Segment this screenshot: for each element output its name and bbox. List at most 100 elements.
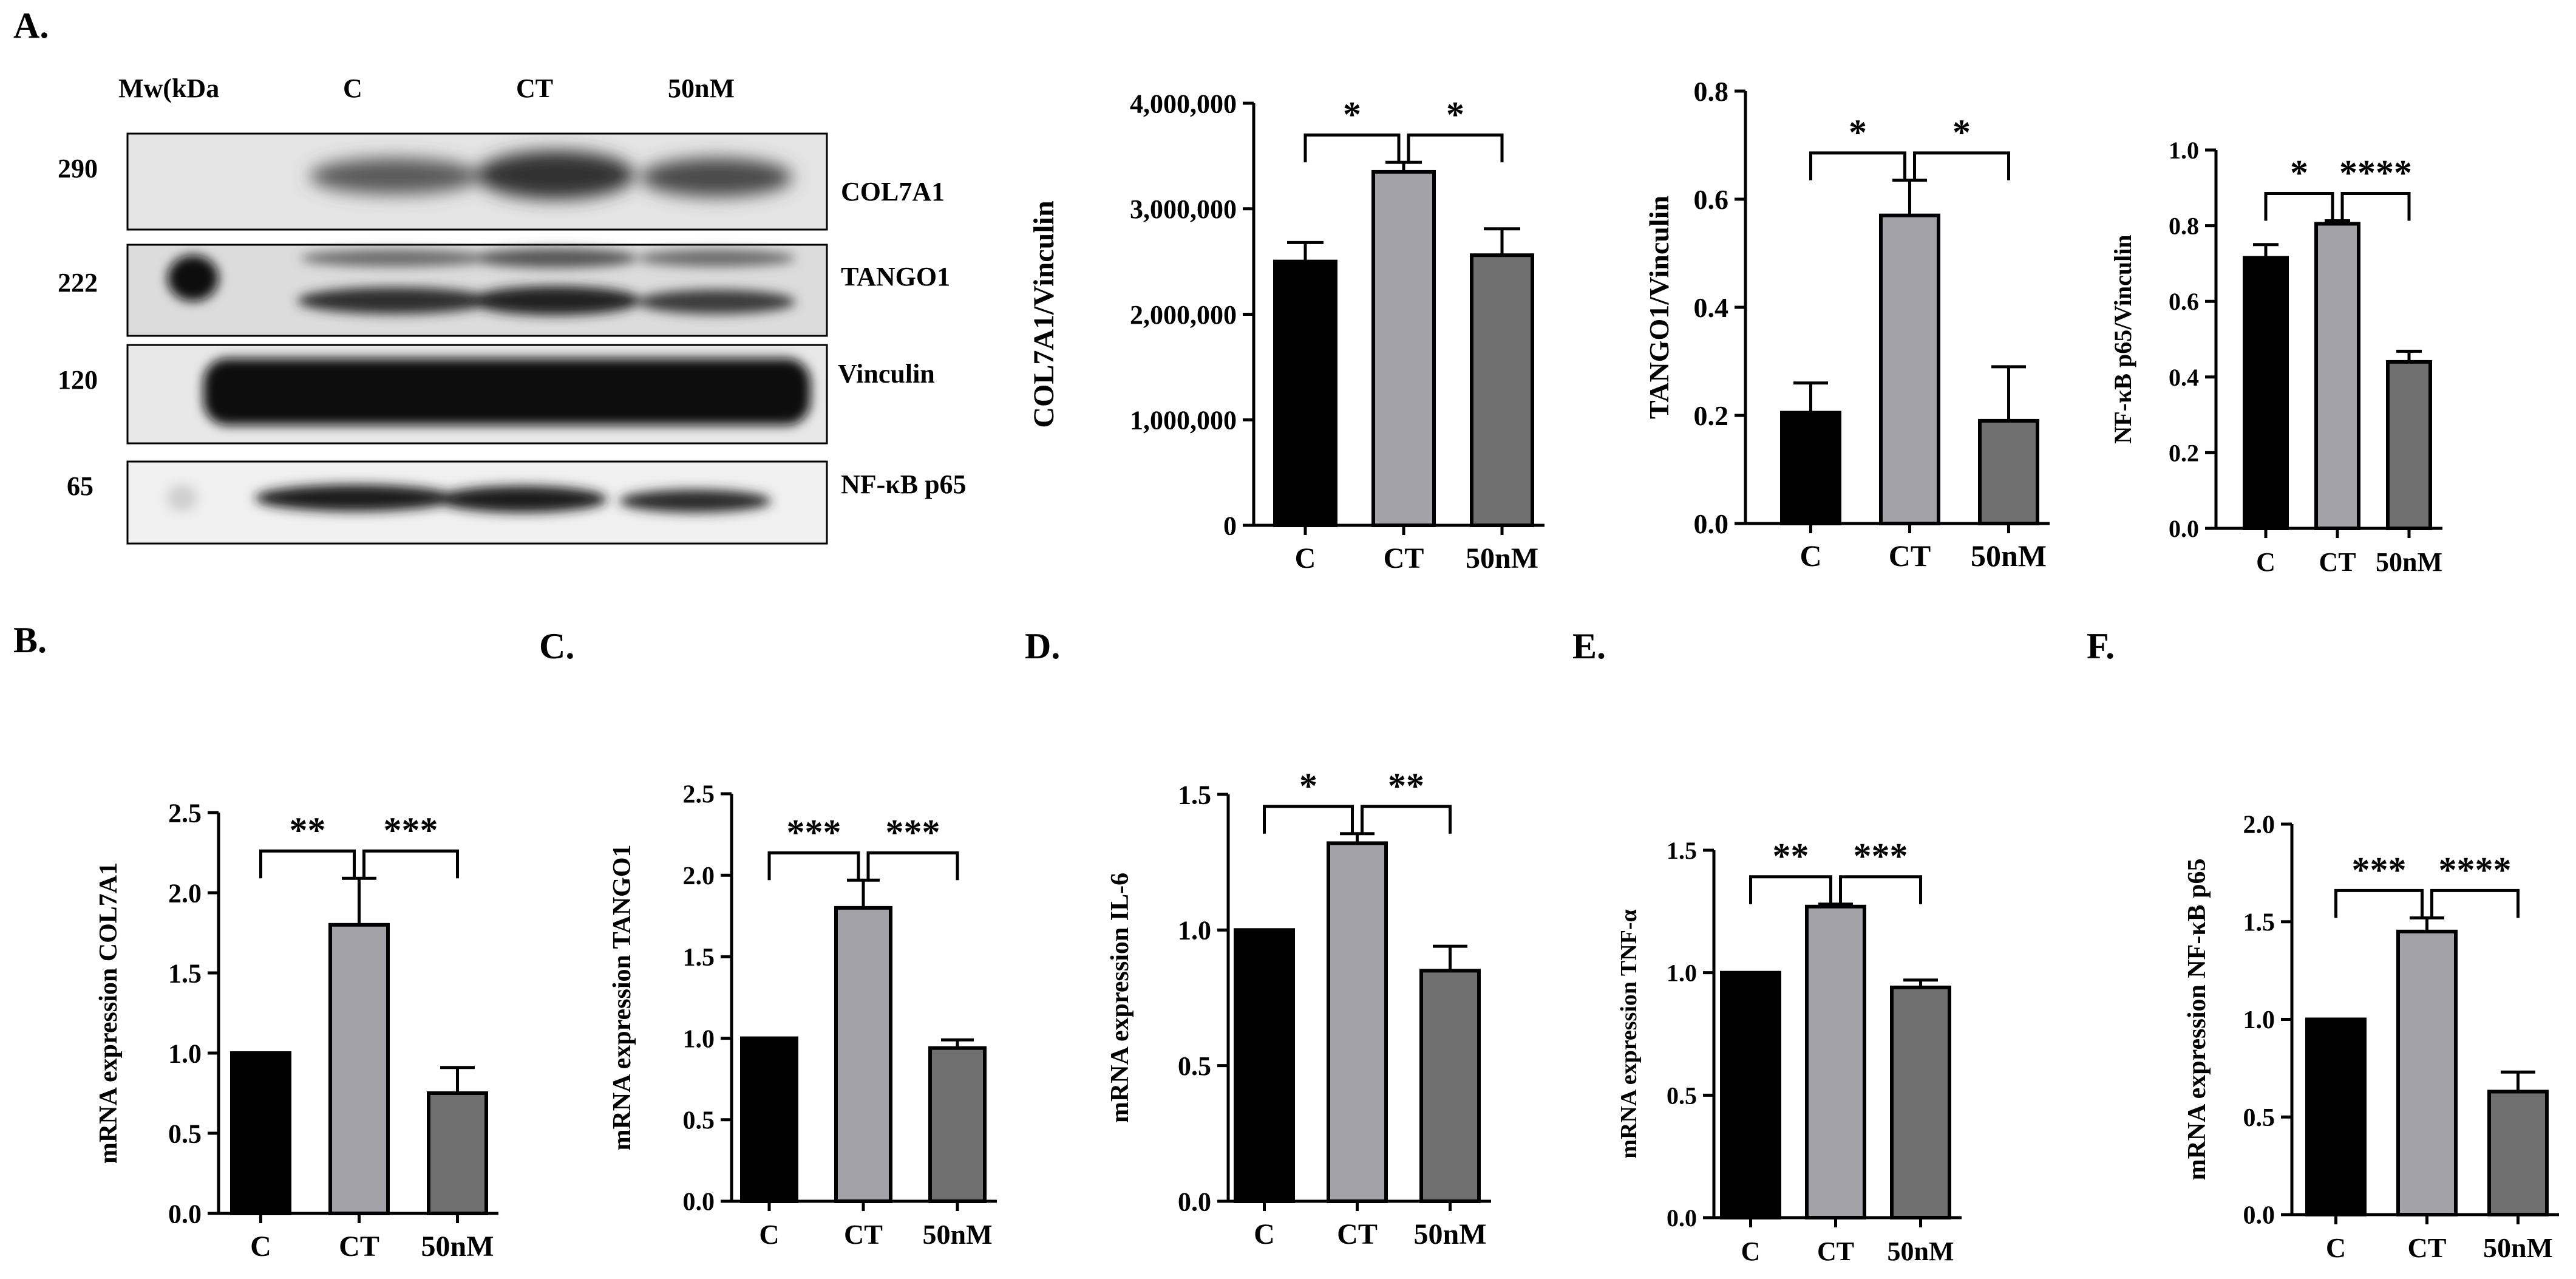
significance-bracket [2430, 888, 2520, 918]
bar [1419, 969, 1481, 1204]
bar [2386, 360, 2432, 530]
significance-label: ** [290, 810, 326, 850]
y-axis-label: mRNA expression IL-6 [1106, 873, 1134, 1123]
x-tick-label: C [250, 1230, 271, 1263]
y-tick-label: 0.0 [2243, 1202, 2275, 1230]
y-tick-label: 1.5 [683, 944, 715, 972]
significance-bracket [2264, 192, 2334, 221]
y-tick-label: 3,000,000 [1130, 194, 1237, 224]
significance-bracket [1263, 805, 1354, 834]
chart-d_il6: 0.0 0.5 1.0 1.5 mRNA expression IL-6 C CT 50nM *… [1106, 766, 1491, 1250]
significance-label: * [1849, 112, 1867, 152]
y-tick-label: 4,000,000 [1130, 89, 1237, 118]
significance-bracket [362, 849, 459, 879]
bar [834, 906, 892, 1203]
y-tick-label: 2.5 [683, 781, 715, 809]
significance-bracket [259, 849, 356, 879]
significance-bracket [1407, 133, 1504, 163]
significance-label: **** [2339, 153, 2412, 193]
significance-label: * [1952, 112, 1971, 152]
bar [2396, 929, 2458, 1216]
y-axis-label: mRNA expression NF-κB p65 [2183, 858, 2211, 1180]
significance-label: **** [2439, 850, 2512, 890]
y-tick-label: 0.2 [2169, 439, 2199, 466]
bar [1470, 253, 1534, 527]
x-tick-label: 50nM [2483, 1232, 2553, 1263]
y-tick-label: 1.0 [683, 1025, 715, 1053]
y-tick-label: 0.0 [1178, 1187, 1211, 1216]
bar [427, 1091, 488, 1215]
bar [1720, 970, 1781, 1219]
x-tick-label: CT [2319, 547, 2356, 577]
x-tick-label: CT [844, 1219, 883, 1250]
x-tick-label: CT [1384, 542, 1424, 575]
panel-letter-d: D. [1025, 626, 1061, 666]
x-tick-label: 50nM [1466, 542, 1538, 575]
y-axis-label: NF-κB p65/Vinculin [2109, 234, 2136, 443]
bar [1780, 411, 1841, 525]
y-tick-label: 0.5 [168, 1119, 202, 1148]
y-tick-label: 1.0 [2169, 137, 2199, 164]
significance-label: ** [1773, 836, 1809, 876]
y-tick-label: 0.6 [2169, 288, 2199, 315]
x-tick-label: 50nM [923, 1219, 993, 1250]
y-tick-label: 2.0 [168, 878, 202, 908]
x-tick-label: CT [339, 1230, 379, 1263]
chart-b_col7a1: 0.0 0.5 1.0 1.5 2.0 2.5 mRNA expression COL7A1… [95, 798, 498, 1263]
bar [2314, 222, 2360, 530]
y-tick-label: 0.4 [2169, 364, 2199, 391]
significance-bracket [1749, 875, 1832, 904]
blot-lane-label: CT [516, 73, 554, 103]
y-tick-label: 2.5 [168, 798, 202, 828]
x-tick-label: 50nM [2376, 547, 2442, 577]
bar [1371, 169, 1436, 527]
blot-strip-nfkb [126, 460, 828, 545]
significance-label: * [1446, 94, 1464, 134]
x-tick-label: 50nM [1888, 1236, 1954, 1266]
blot-strip-tango1 [126, 244, 828, 337]
chart-wb_nfkb: 0.0 0.2 0.4 0.6 0.8 1.0 NF-κB p65/Vinculin C CT 5… [2109, 137, 2442, 577]
y-tick-label: 0.2 [1694, 400, 1729, 431]
y-tick-label: 1.5 [1667, 837, 1697, 864]
bar [328, 923, 390, 1216]
x-tick-label: CT [1337, 1218, 1378, 1250]
blot-protein-label: Vinculin [838, 359, 935, 389]
y-tick-label: 0.0 [168, 1199, 202, 1229]
blot-mw-header: Mw(kDa [118, 73, 220, 103]
y-tick-label: 1.5 [168, 958, 202, 988]
x-tick-label: C [2326, 1232, 2346, 1263]
significance-bracket [2340, 192, 2411, 221]
bar [1879, 213, 1940, 525]
blot-protein-label: TANGO1 [841, 262, 951, 292]
y-tick-label: 1.0 [1178, 916, 1211, 946]
significance-bracket [2334, 888, 2424, 918]
y-tick-label: 1.0 [168, 1039, 202, 1068]
blot-strip-vinculin [126, 344, 828, 445]
bar [2243, 256, 2289, 530]
significance-label: *** [2352, 850, 2407, 890]
blot-protein-label: NF-κB p65 [841, 469, 967, 499]
blot-strip-col7a1 [126, 132, 828, 231]
y-axis-label: mRNA expression TNF-α [1616, 909, 1642, 1158]
y-tick-label: 0.5 [1178, 1051, 1211, 1081]
y-tick-label: 0.5 [683, 1107, 715, 1135]
x-tick-label: 50nM [421, 1230, 494, 1263]
y-tick-label: 2.0 [683, 862, 715, 890]
chart-f_nfkb: 0.0 0.5 1.0 1.5 2.0 mRNA expression NF-κB p65… [2183, 811, 2559, 1263]
significance-bracket [1913, 151, 2010, 180]
x-tick-label: C [2256, 547, 2275, 577]
significance-bracket [1361, 805, 1452, 834]
y-tick-label: 0.5 [1667, 1082, 1697, 1109]
bar [740, 1036, 798, 1203]
y-axis-label: mRNA expression COL7A1 [95, 862, 123, 1164]
bar [2305, 1017, 2367, 1216]
y-tick-label: 0.8 [1694, 76, 1729, 107]
x-tick-label: C [1295, 542, 1316, 575]
blot-mw-label: 222 [58, 268, 98, 298]
panel-letter-a: A. [13, 5, 49, 46]
significance-label: *** [787, 812, 841, 852]
bar [1234, 928, 1295, 1204]
y-tick-label: 1,000,000 [1130, 406, 1237, 435]
significance-label: * [1343, 94, 1361, 134]
